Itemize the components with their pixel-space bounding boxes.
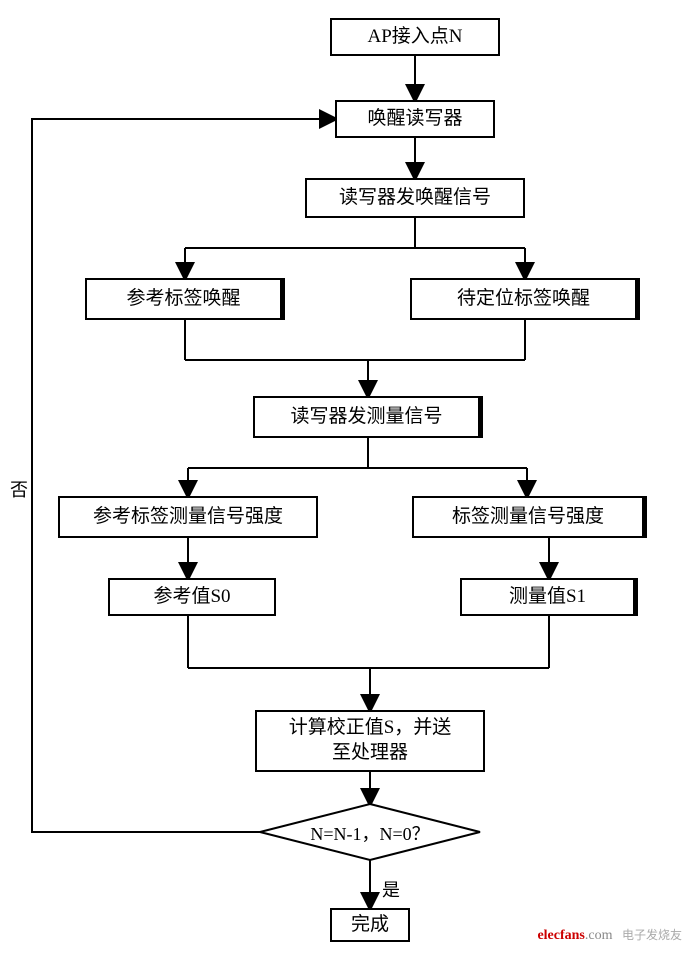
flowchart-node-n8: 标签测量信号强度: [412, 496, 647, 538]
flowchart-node-n6: 读写器发测量信号: [253, 396, 483, 438]
flowchart-node-n13: 完成: [330, 908, 410, 942]
flowchart-node-n10: 测量值S1: [460, 578, 638, 616]
flowchart-node-n1: AP接入点N: [330, 18, 500, 56]
label-yes: 是: [382, 876, 400, 902]
watermark: elecfans.com 电子发烧友: [537, 926, 682, 944]
label-no: 否: [10, 476, 28, 502]
flowchart-node-n4: 参考标签唤醒: [85, 278, 285, 320]
flowchart-node-n2: 唤醒读写器: [335, 100, 495, 138]
flowchart-node-n11: 计算校正值S，并送至处理器: [255, 710, 485, 772]
flowchart-node-n3: 读写器发唤醒信号: [305, 178, 525, 218]
flowchart-node-n5: 待定位标签唤醒: [410, 278, 640, 320]
watermark-gray: 电子发烧友: [622, 928, 682, 942]
flowchart-edges: [0, 0, 700, 958]
watermark-red: elecfans: [537, 928, 584, 943]
watermark-suffix: .com: [585, 928, 613, 943]
flowchart-node-n7: 参考标签测量信号强度: [58, 496, 318, 538]
flowchart-node-n9: 参考值S0: [108, 578, 276, 616]
decision-node: N=N-1，N=0？: [260, 820, 480, 846]
